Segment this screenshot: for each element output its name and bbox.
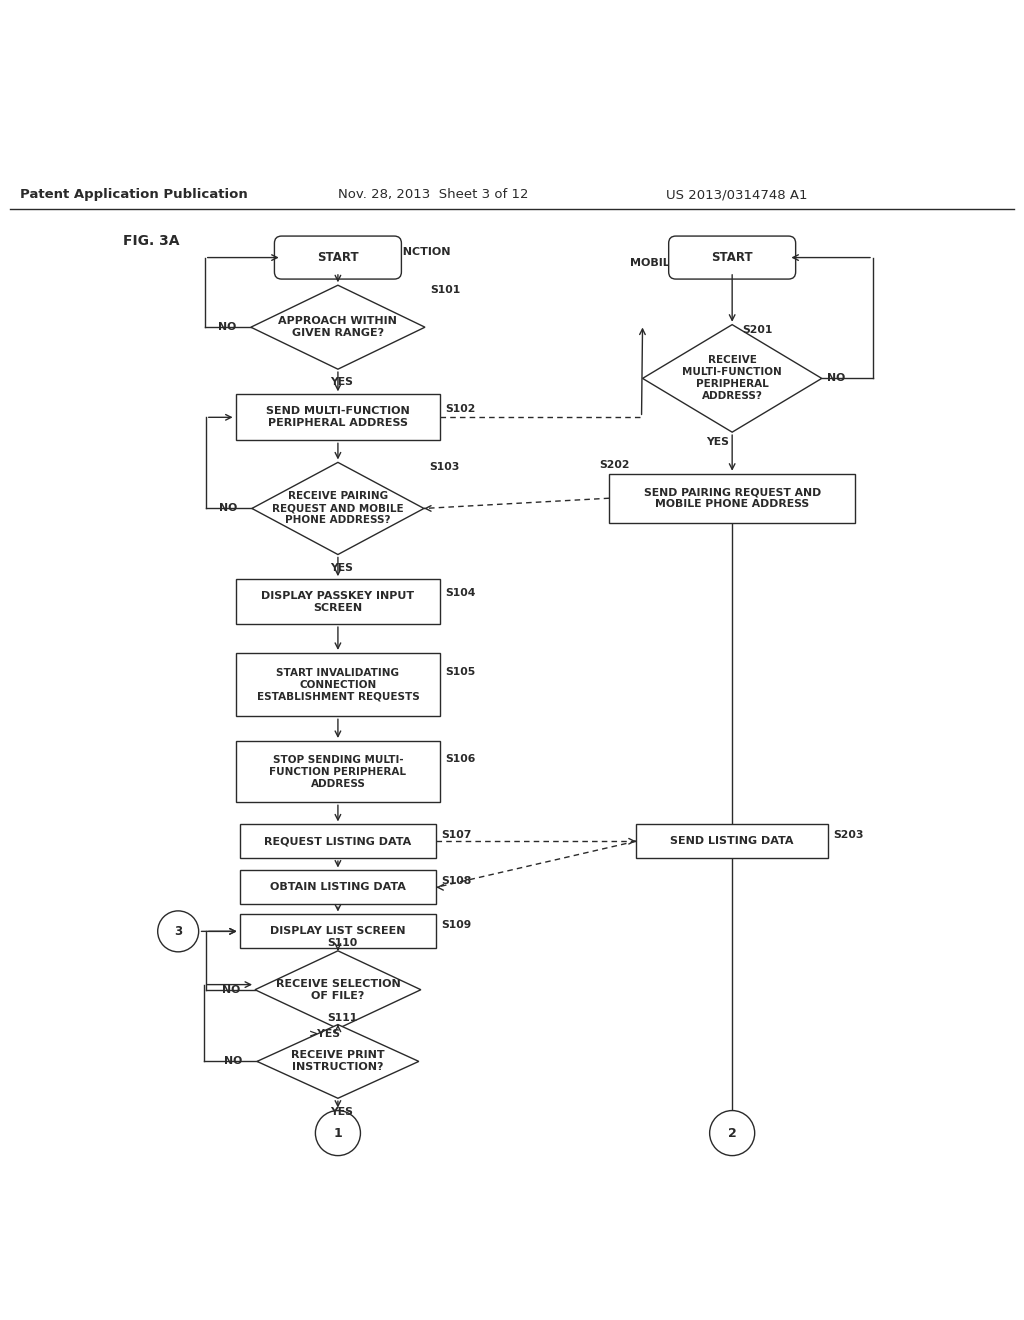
FancyBboxPatch shape <box>236 395 440 441</box>
Text: SEND PAIRING REQUEST AND
MOBILE PHONE ADDRESS: SEND PAIRING REQUEST AND MOBILE PHONE AD… <box>643 487 821 510</box>
Text: MOBILE PHONE 2: MOBILE PHONE 2 <box>630 259 736 268</box>
Polygon shape <box>251 285 425 370</box>
Text: S103: S103 <box>429 462 460 473</box>
Text: S201: S201 <box>742 325 773 335</box>
FancyBboxPatch shape <box>236 579 440 624</box>
Text: 2: 2 <box>728 1126 736 1139</box>
Text: YES: YES <box>330 1106 352 1117</box>
Text: S101: S101 <box>430 285 461 296</box>
Text: NO: NO <box>219 503 238 513</box>
Text: 1: 1 <box>334 1126 342 1139</box>
Text: S109: S109 <box>441 920 472 931</box>
Text: DISPLAY PASSKEY INPUT
SCREEN: DISPLAY PASSKEY INPUT SCREEN <box>261 590 415 612</box>
FancyBboxPatch shape <box>669 236 796 279</box>
Text: SEND LISTING DATA: SEND LISTING DATA <box>671 837 794 846</box>
Text: >YES: >YES <box>309 1028 341 1039</box>
Circle shape <box>710 1110 755 1155</box>
Text: YES: YES <box>330 378 352 388</box>
Circle shape <box>158 911 199 952</box>
Text: NO: NO <box>224 1056 243 1067</box>
FancyBboxPatch shape <box>240 915 436 948</box>
Text: DIGITAL MULTI-FUNCTION
PERIPHERAL 1: DIGITAL MULTI-FUNCTION PERIPHERAL 1 <box>292 247 451 269</box>
Text: FIG. 3A: FIG. 3A <box>123 234 179 248</box>
Text: Patent Application Publication: Patent Application Publication <box>20 187 248 201</box>
Text: S108: S108 <box>441 876 472 886</box>
Text: S102: S102 <box>445 404 476 414</box>
FancyBboxPatch shape <box>274 236 401 279</box>
Text: S203: S203 <box>834 830 864 840</box>
Text: S111: S111 <box>328 1014 358 1023</box>
Text: NO: NO <box>827 374 845 383</box>
Text: START INVALIDATING
CONNECTION
ESTABLISHMENT REQUESTS: START INVALIDATING CONNECTION ESTABLISHM… <box>257 668 419 701</box>
Text: US 2013/0314748 A1: US 2013/0314748 A1 <box>666 187 807 201</box>
FancyBboxPatch shape <box>636 825 828 858</box>
Text: NO: NO <box>222 985 241 995</box>
Polygon shape <box>643 325 821 432</box>
Text: START: START <box>712 251 753 264</box>
Text: SEND MULTI-FUNCTION
PERIPHERAL ADDRESS: SEND MULTI-FUNCTION PERIPHERAL ADDRESS <box>266 407 410 428</box>
Text: APPROACH WITHIN
GIVEN RANGE?: APPROACH WITHIN GIVEN RANGE? <box>279 317 397 338</box>
Text: S107: S107 <box>441 830 472 840</box>
Text: S106: S106 <box>445 754 476 764</box>
Text: RECEIVE PAIRING
REQUEST AND MOBILE
PHONE ADDRESS?: RECEIVE PAIRING REQUEST AND MOBILE PHONE… <box>272 491 403 525</box>
Circle shape <box>315 1110 360 1155</box>
FancyBboxPatch shape <box>236 741 440 803</box>
Text: START: START <box>317 251 358 264</box>
Polygon shape <box>257 1024 419 1098</box>
Text: NO: NO <box>218 322 237 333</box>
Text: RECEIVE PRINT
INSTRUCTION?: RECEIVE PRINT INSTRUCTION? <box>291 1051 385 1072</box>
FancyBboxPatch shape <box>236 653 440 717</box>
Text: YES: YES <box>330 562 352 573</box>
Text: 3: 3 <box>174 925 182 937</box>
FancyBboxPatch shape <box>240 870 436 904</box>
Text: OBTAIN LISTING DATA: OBTAIN LISTING DATA <box>270 882 406 892</box>
Text: REQUEST LISTING DATA: REQUEST LISTING DATA <box>264 837 412 846</box>
FancyBboxPatch shape <box>240 825 436 858</box>
Text: STOP SENDING MULTI-
FUNCTION PERIPHERAL
ADDRESS: STOP SENDING MULTI- FUNCTION PERIPHERAL … <box>269 755 407 788</box>
Text: DISPLAY LIST SCREEN: DISPLAY LIST SCREEN <box>270 927 406 936</box>
Text: S105: S105 <box>445 668 476 677</box>
Text: RECEIVE SELECTION
OF FILE?: RECEIVE SELECTION OF FILE? <box>275 978 400 1001</box>
Polygon shape <box>255 950 421 1028</box>
Text: Nov. 28, 2013  Sheet 3 of 12: Nov. 28, 2013 Sheet 3 of 12 <box>338 187 528 201</box>
Polygon shape <box>252 462 424 554</box>
FancyBboxPatch shape <box>609 474 855 523</box>
Text: S104: S104 <box>445 589 476 598</box>
Text: RECEIVE
MULTI-FUNCTION
PERIPHERAL
ADDRESS?: RECEIVE MULTI-FUNCTION PERIPHERAL ADDRES… <box>682 355 782 401</box>
Text: S202: S202 <box>599 461 630 470</box>
Text: S110: S110 <box>328 937 358 948</box>
Text: YES: YES <box>707 437 729 447</box>
